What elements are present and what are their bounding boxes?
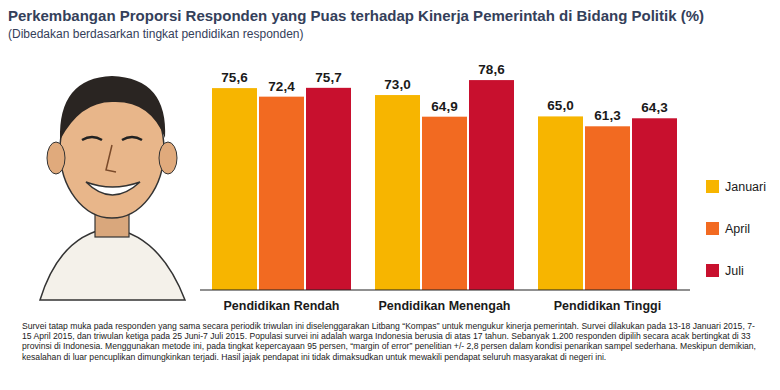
- data-label: 75,7: [315, 70, 341, 85]
- portrait-shirt: [40, 228, 185, 300]
- legend-label: Juli: [725, 264, 744, 278]
- category-label: Pendidikan Rendah: [224, 299, 340, 313]
- bar: [259, 97, 304, 290]
- legend-label: April: [725, 222, 750, 236]
- bar: [538, 116, 583, 290]
- bar: [212, 88, 257, 290]
- data-label: 72,4: [268, 79, 295, 94]
- data-labels: 75,6 73,0 65,0 72,4 64,9 61,3 75,7 78,6 64,3: [221, 62, 668, 123]
- baseline: [200, 289, 690, 290]
- portrait-eyes: [82, 137, 142, 140]
- data-label: 73,0: [384, 77, 410, 92]
- subtitle: (Dibedakan berdasarkan tingkat pendidika…: [8, 27, 304, 41]
- category-label: Pendidikan Menengah: [379, 299, 511, 313]
- bar: [422, 117, 467, 290]
- data-label: 64,3: [641, 100, 668, 115]
- legend-swatch: [706, 264, 719, 277]
- portrait: [40, 76, 185, 300]
- title: Perkembangan Proporsi Responden yang Pua…: [8, 7, 704, 24]
- category-label: Pendidikan Tinggi: [554, 299, 661, 313]
- data-label: 65,0: [547, 98, 573, 113]
- footnote: Survei tatap muka pada responden yang sa…: [22, 321, 762, 362]
- portrait-ear: [159, 142, 177, 174]
- bar: [469, 80, 514, 290]
- portrait-ear: [47, 142, 65, 174]
- legend-swatch: [706, 222, 719, 235]
- legend: Januari April Juli: [706, 180, 766, 278]
- legend-label: Januari: [725, 180, 766, 194]
- bar: [632, 118, 677, 290]
- portrait-hair: [60, 76, 165, 140]
- data-label: 78,6: [478, 62, 505, 77]
- bar: [306, 88, 351, 290]
- legend-swatch: [706, 180, 719, 193]
- data-label: 75,6: [221, 70, 248, 85]
- data-label: 61,3: [594, 108, 621, 123]
- portrait-mouth: [86, 182, 140, 195]
- bar: [375, 95, 420, 290]
- bars: [212, 80, 677, 290]
- data-label: 64,9: [431, 99, 457, 114]
- bar: [585, 126, 630, 290]
- portrait-nose: [106, 145, 116, 172]
